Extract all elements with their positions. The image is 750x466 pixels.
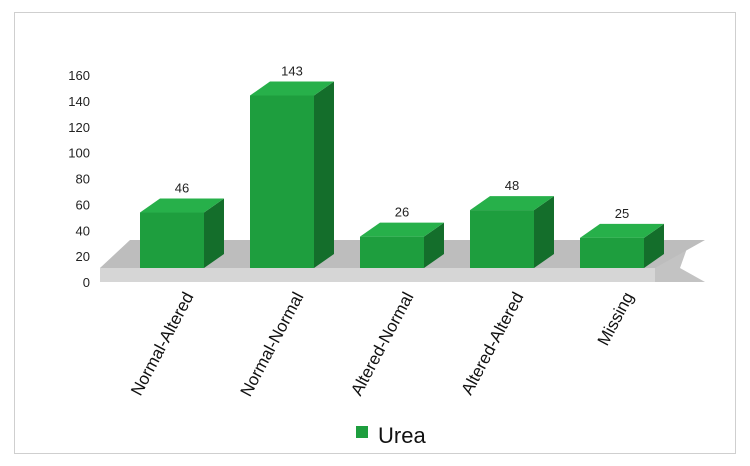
bar-top [250, 81, 334, 96]
category-label: Normal-Altered [127, 289, 197, 399]
bar-top [360, 222, 444, 237]
category-label: Altered-Altered [458, 289, 528, 398]
bar-top [580, 223, 664, 238]
y-tick-label: 80 [76, 172, 90, 187]
y-tick-label: 140 [68, 94, 90, 109]
bar-front [470, 210, 534, 268]
chart-floor-front [100, 268, 655, 282]
category-label: Altered-Normal [347, 289, 417, 399]
bar-front [580, 237, 644, 268]
y-tick-label: 120 [68, 120, 90, 135]
bar-3 [360, 222, 444, 268]
bar-front [140, 212, 204, 268]
y-tick-label: 40 [76, 223, 90, 238]
bar-side [424, 222, 444, 268]
bar-4 [470, 196, 554, 268]
data-label: 46 [175, 181, 189, 196]
bar-side [644, 223, 664, 268]
data-label: 143 [281, 64, 303, 79]
data-label: 26 [395, 205, 409, 220]
bar-front [360, 236, 424, 268]
legend-label: Urea [378, 423, 426, 448]
y-tick-label: 0 [83, 275, 90, 290]
bar-side [204, 198, 224, 268]
bar-top [470, 196, 554, 211]
bar-2 [250, 81, 334, 268]
y-tick-label: 20 [76, 249, 90, 264]
y-tick-label: 60 [76, 197, 90, 212]
bar-5 [580, 223, 664, 268]
y-tick-label: 160 [68, 68, 90, 83]
bar-side [314, 81, 334, 268]
y-tick-label: 100 [68, 146, 90, 161]
bar-side [534, 196, 554, 268]
bar-front [250, 95, 314, 268]
bar-top [140, 198, 224, 213]
category-label: Normal-Normal [237, 289, 308, 400]
data-label: 48 [505, 178, 519, 193]
category-label: Missing [594, 289, 638, 349]
bar-1 [140, 198, 224, 268]
legend-swatch [356, 426, 368, 438]
data-label: 25 [615, 206, 629, 221]
